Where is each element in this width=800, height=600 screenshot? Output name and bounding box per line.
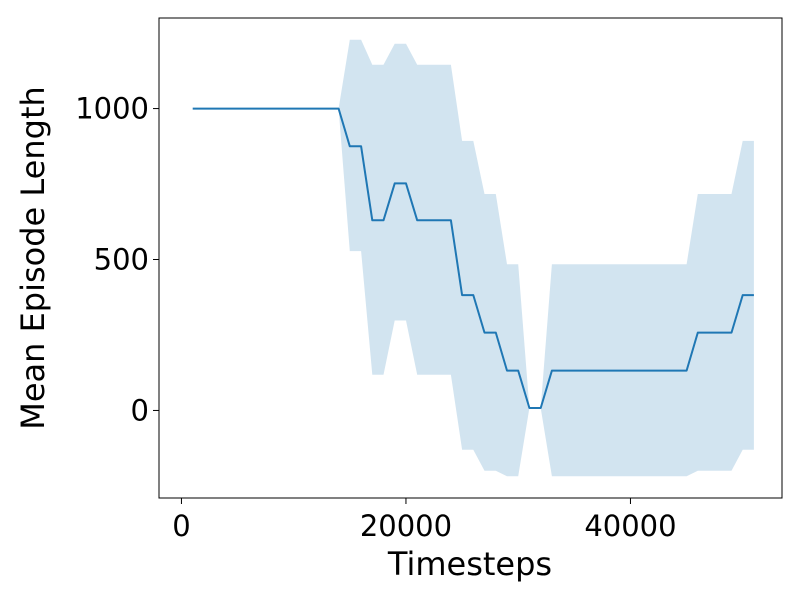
- plot-frame: [158, 17, 783, 499]
- y-axis-ticks: 0 500 1000: [75, 92, 159, 427]
- confidence-band: [192, 39, 754, 477]
- mean-line: [192, 107, 754, 409]
- mean-line-layer: [192, 107, 754, 409]
- y-axis-label: Mean Episode Length: [14, 86, 52, 430]
- x-axis-ticks: 0 20000 40000: [172, 498, 677, 543]
- y-tick-label: 0: [131, 393, 149, 427]
- x-tick-label: 0: [172, 509, 190, 543]
- x-tick-label: 40000: [584, 509, 676, 543]
- plot-background: [159, 18, 782, 498]
- confidence-band-layer: [192, 39, 754, 477]
- x-tick-label: 20000: [360, 509, 452, 543]
- y-tick-label: 1000: [75, 92, 149, 126]
- x-axis-label: Timesteps: [387, 545, 552, 583]
- y-tick-label: 500: [94, 243, 149, 277]
